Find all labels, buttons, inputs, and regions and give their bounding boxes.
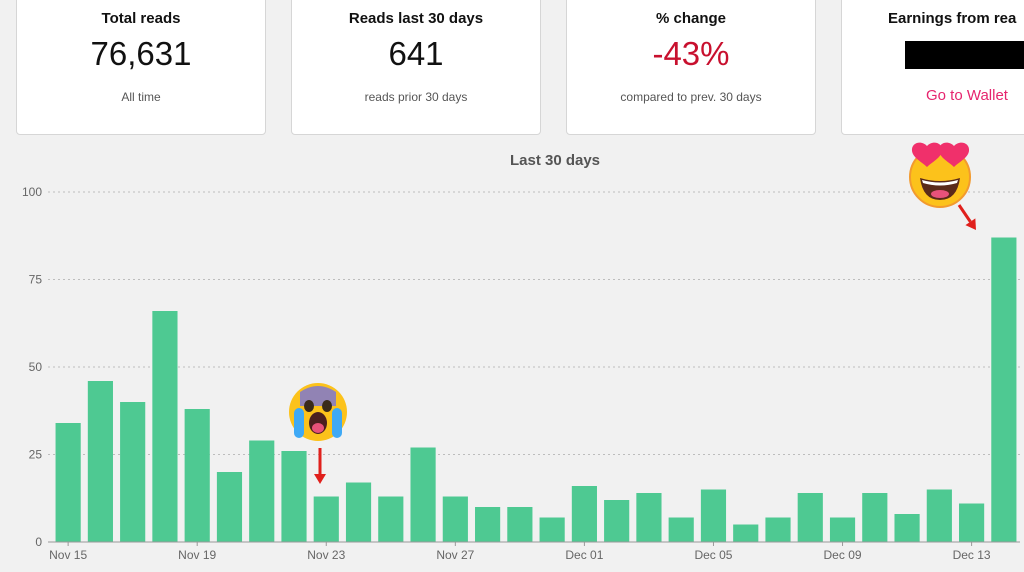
bar[interactable] [313,496,339,543]
bar[interactable] [55,423,81,542]
bar[interactable] [829,517,856,543]
bar[interactable] [959,503,985,543]
bar[interactable] [442,496,468,543]
y-tick-label: 25 [29,448,43,462]
card-value: -43% [652,35,730,72]
x-tick-label: Nov 27 [436,548,474,562]
go-to-wallet-link[interactable]: Go to Wallet [926,87,1008,104]
bar[interactable] [410,447,436,543]
bar[interactable] [668,517,694,543]
card-subtitle: All time [121,90,161,104]
x-tick-label: Dec 13 [953,548,991,562]
bar[interactable] [571,486,597,542]
earnings-card: Earnings from rea Go to Wallet [841,0,1024,135]
crying-face-icon [289,383,347,441]
bar[interactable] [249,440,275,543]
reads-30-days-card: Reads last 30 days 641 reads prior 30 da… [291,0,541,135]
x-tick-label: Dec 01 [565,548,603,562]
card-title: Reads last 30 days [348,10,484,27]
total-reads-card: Total reads 76,631 All time [16,0,266,135]
card-value: 76,631 [90,35,192,72]
happy-arrow [957,204,976,230]
bar[interactable] [281,451,307,542]
bar[interactable] [345,482,372,543]
bar[interactable] [700,489,727,543]
bar[interactable] [507,507,533,542]
bar[interactable] [926,489,952,543]
x-tick-label: Nov 19 [178,548,216,562]
redacted-earnings-value [905,41,1024,69]
bar[interactable] [152,311,178,542]
bar[interactable] [378,496,404,543]
x-tick-label: Nov 23 [307,548,345,562]
bar[interactable] [765,517,791,543]
percent-change-card: % change -43% compared to prev. 30 days [566,0,816,135]
y-tick-label: 100 [22,185,42,199]
bar[interactable] [862,493,888,542]
y-tick-label: 50 [29,360,43,374]
card-title: % change [655,10,727,27]
card-value: 641 [388,35,444,72]
bar[interactable] [733,524,759,543]
bar[interactable] [216,472,243,542]
bar[interactable] [894,514,920,542]
bar[interactable] [604,500,630,542]
bar[interactable] [539,517,565,543]
bar[interactable] [636,493,662,542]
card-title: Total reads [101,10,181,27]
sad-arrow [314,448,326,484]
bar[interactable] [120,402,146,542]
y-tick-label: 75 [29,273,43,287]
y-tick-label: 0 [35,535,42,549]
bar[interactable] [991,237,1017,543]
card-subtitle: compared to prev. 30 days [620,90,762,104]
card-title: Earnings from rea [888,10,1017,27]
chart-title: Last 30 days [509,152,601,169]
bar[interactable] [475,507,501,542]
heart-eyes-face-icon [909,142,971,208]
bar[interactable] [87,381,113,542]
card-subtitle: reads prior 30 days [364,90,468,104]
bar[interactable] [184,409,210,542]
x-tick-label: Dec 09 [824,548,862,562]
bar[interactable] [797,493,823,542]
x-tick-label: Dec 05 [694,548,732,562]
x-tick-label: Nov 15 [49,548,87,562]
